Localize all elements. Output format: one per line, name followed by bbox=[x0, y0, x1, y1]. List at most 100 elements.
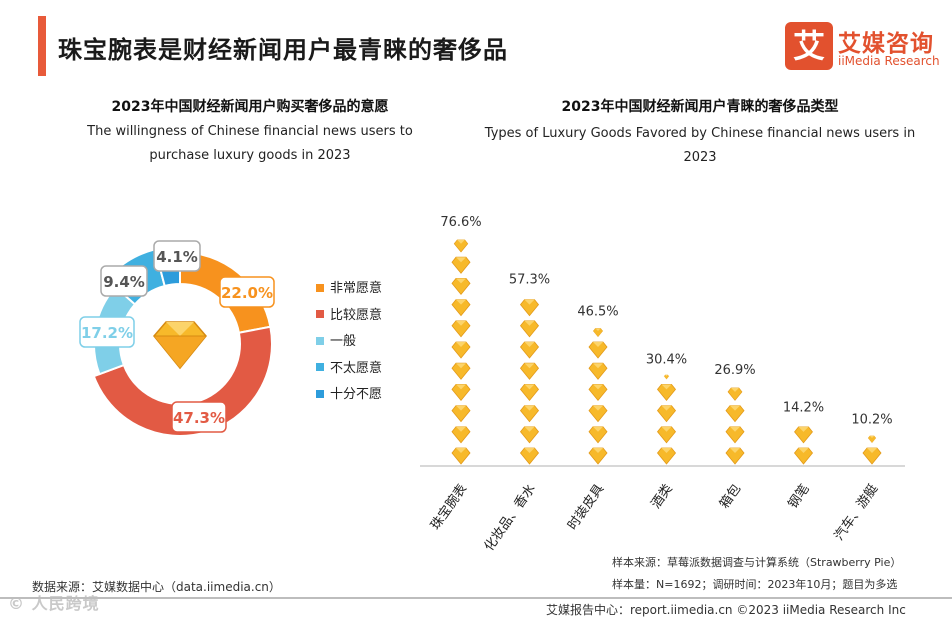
diamond-icon bbox=[592, 328, 604, 338]
diamond-icon bbox=[862, 447, 882, 465]
data-source: 数据来源：艾媒数据中心（data.iimedia.cn） bbox=[32, 580, 281, 594]
left-chart-title-en: The willingness of Chinese financial new… bbox=[40, 120, 460, 168]
diamond-icon bbox=[519, 320, 540, 338]
diamond-icon bbox=[519, 405, 540, 423]
donut-legend: 非常愿意比较愿意一般不太愿意十分不愿 bbox=[316, 280, 382, 413]
donut-label-box-1 bbox=[171, 401, 227, 433]
left-chart-title-en-text: The willingness of Chinese financial new… bbox=[87, 124, 413, 163]
diamond-icon bbox=[519, 383, 540, 402]
diamond-icon bbox=[725, 426, 745, 444]
donut-label-0: 22.0% bbox=[221, 284, 273, 302]
logo-mark: 艾 bbox=[785, 22, 833, 70]
bar-column-5 bbox=[793, 426, 814, 465]
diamond-icon bbox=[451, 341, 471, 359]
diamond-icon bbox=[519, 447, 540, 465]
diamond-icon bbox=[451, 277, 471, 296]
bar-category-label-0: 珠宝腕表 bbox=[427, 481, 470, 533]
diamond-icon bbox=[153, 321, 207, 370]
legend-swatch bbox=[316, 363, 324, 371]
diamond-icon bbox=[656, 405, 677, 423]
bar-column-0 bbox=[451, 239, 471, 465]
footer-text: 艾媒报告中心：report.iimedia.cn ©2023 iiMedia R… bbox=[546, 603, 906, 617]
bar-category-label-6: 汽车、游艇 bbox=[831, 481, 881, 543]
diamond-icon bbox=[451, 362, 471, 380]
bar-category-label-2: 时装皮具 bbox=[565, 482, 607, 533]
donut-label-box-0 bbox=[219, 276, 275, 308]
diamond-icon bbox=[663, 374, 670, 380]
donut-slice-1 bbox=[92, 325, 273, 437]
legend-label: 不太愿意 bbox=[330, 360, 383, 376]
bar-value-label-3: 30.4% bbox=[646, 353, 687, 368]
bar-value-label-2: 46.5% bbox=[577, 305, 618, 320]
left-chart-title-cn: 2023年中国财经新闻用户购买奢侈品的意愿 bbox=[111, 99, 389, 115]
legend-label: 一般 bbox=[330, 334, 357, 349]
diamond-icon bbox=[725, 447, 745, 465]
watermark: © 人民跨境 bbox=[8, 594, 100, 613]
legend-swatch bbox=[316, 283, 324, 292]
logo-cn: 艾媒咨询 bbox=[838, 31, 934, 57]
diamond-icon bbox=[451, 426, 471, 444]
donut-label-3: 9.4% bbox=[103, 273, 145, 291]
bar-column-6 bbox=[862, 435, 882, 465]
diamond-icon bbox=[519, 426, 540, 444]
donut-label-4: 4.1% bbox=[156, 248, 198, 266]
right-chart-title-cn: 2023年中国财经新闻用户青睐的奢侈品类型 bbox=[561, 99, 839, 115]
diamond-icon bbox=[588, 383, 608, 402]
diamond-icon bbox=[656, 383, 677, 402]
legend-item: 不太愿意 bbox=[316, 360, 382, 378]
donut-label-box-2 bbox=[79, 316, 135, 348]
bar-value-label-6: 10.2% bbox=[851, 413, 892, 428]
bar-value-label-5: 14.2% bbox=[783, 401, 824, 416]
diamond-icon bbox=[588, 405, 608, 423]
donut-label-box-4 bbox=[153, 240, 201, 272]
diamond-icon bbox=[451, 405, 471, 423]
legend-label: 比较愿意 bbox=[330, 307, 383, 323]
legend-swatch bbox=[316, 310, 324, 318]
diamond-icon bbox=[519, 362, 540, 380]
donut-label-box-3 bbox=[100, 265, 148, 297]
bar-category-label-1: 化妆品、香水 bbox=[482, 482, 539, 555]
legend-item: 比较愿意 bbox=[316, 307, 382, 325]
bar-value-label-0: 76.6% bbox=[440, 215, 481, 230]
sample-source-note: 样本来源：草莓派数据调查与计算系统（Strawberry Pie） bbox=[612, 556, 902, 569]
bar-category-label-5: 钢笔 bbox=[785, 481, 813, 511]
diamond-icon bbox=[451, 383, 471, 402]
bar-value-label-1: 57.3% bbox=[509, 272, 550, 287]
bar-category-label-4: 箱包 bbox=[716, 481, 744, 511]
diamond-icon bbox=[588, 447, 608, 465]
legend-label: 十分不愿 bbox=[330, 387, 383, 402]
diamond-icon bbox=[451, 299, 471, 317]
legend-item: 十分不愿 bbox=[316, 386, 382, 404]
diamond-icon bbox=[588, 362, 608, 380]
diamond-icon bbox=[727, 387, 743, 401]
bar-column-3 bbox=[656, 374, 677, 465]
legend-item: 非常愿意 bbox=[316, 280, 382, 298]
diamond-icon bbox=[656, 447, 677, 465]
legend-item: 一般 bbox=[316, 333, 382, 351]
donut-label-1: 47.3% bbox=[173, 409, 225, 427]
diamond-icon bbox=[519, 341, 540, 359]
bar-column-1 bbox=[519, 299, 540, 465]
diamond-icon bbox=[867, 435, 877, 444]
diamond-icon bbox=[794, 426, 813, 444]
bar-column-2 bbox=[588, 328, 608, 465]
diamond-icon bbox=[656, 426, 677, 444]
donut-label-2: 17.2% bbox=[81, 324, 133, 342]
bar-category-label-3: 酒类 bbox=[649, 482, 676, 512]
diamond-icon bbox=[451, 256, 471, 274]
page-title: 珠宝腕表是财经新闻用户最青睐的奢侈品 bbox=[58, 36, 508, 64]
legend-swatch bbox=[316, 336, 324, 345]
legend-swatch bbox=[316, 389, 324, 398]
diamond-icon bbox=[451, 320, 471, 338]
diamond-icon bbox=[588, 341, 608, 359]
legend-label: 非常愿意 bbox=[330, 281, 383, 296]
sample-size-note: 样本量：N=1692；调研时间：2023年10月；题目为多选 bbox=[612, 578, 898, 591]
logo-en: iiMedia Research bbox=[838, 54, 940, 68]
diamond-icon bbox=[588, 426, 608, 444]
bar-column-4 bbox=[725, 387, 745, 465]
footer-divider bbox=[0, 597, 952, 599]
right-chart-title-en: Types of Luxury Goods Favored by Chinese… bbox=[484, 126, 916, 165]
diamond-icon bbox=[725, 405, 745, 423]
